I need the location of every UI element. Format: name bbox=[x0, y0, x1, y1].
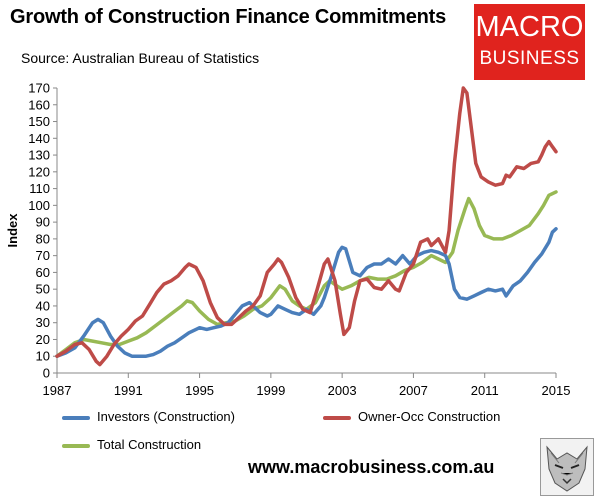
legend-swatch-total bbox=[62, 444, 90, 448]
y-tick-label: 60 bbox=[36, 265, 50, 280]
series-line-investors bbox=[55, 227, 558, 358]
series-line-owner-occ bbox=[55, 86, 558, 367]
y-tick-label: 170 bbox=[28, 81, 50, 96]
logo-line1: MACRO bbox=[475, 11, 584, 43]
x-tick-label: 1995 bbox=[185, 383, 214, 398]
source-note: Source: Australian Bureau of Statistics bbox=[21, 50, 260, 66]
series-line-total bbox=[55, 190, 558, 358]
y-tick-label: 20 bbox=[36, 332, 50, 347]
y-tick-label: 90 bbox=[36, 215, 50, 230]
y-tick-label: 160 bbox=[28, 97, 50, 112]
y-tick-label: 130 bbox=[28, 148, 50, 163]
macrobusiness-logo: MACRO BUSINESS bbox=[474, 4, 585, 80]
wolf-icon bbox=[540, 438, 594, 496]
x-tick-label: 1991 bbox=[114, 383, 143, 398]
y-tick-label: 30 bbox=[36, 315, 50, 330]
y-tick-label: 80 bbox=[36, 231, 50, 246]
x-tick-label: 2011 bbox=[471, 383, 499, 398]
legend-label-total: Total Construction bbox=[97, 437, 202, 452]
y-axis-label: Index bbox=[5, 213, 20, 248]
x-tick-label: 2015 bbox=[542, 383, 571, 398]
logo-line2: BUSINESS bbox=[479, 48, 580, 69]
y-tick-label: 140 bbox=[28, 131, 50, 146]
x-tick-label: 1987 bbox=[43, 383, 72, 398]
y-tick-label: 120 bbox=[28, 164, 50, 179]
y-tick-label: 70 bbox=[36, 248, 50, 263]
legend-label-investors: Investors (Construction) bbox=[97, 409, 235, 424]
legend-label-owner-occ: Owner-Occ Construction bbox=[358, 409, 501, 424]
x-tick-label: 2003 bbox=[328, 383, 357, 398]
y-tick-label: 150 bbox=[28, 114, 50, 129]
y-tick-label: 0 bbox=[43, 366, 50, 381]
footer-url: www.macrobusiness.com.au bbox=[248, 457, 495, 477]
y-tick-label: 110 bbox=[29, 181, 50, 196]
x-tick-label: 2007 bbox=[399, 383, 428, 398]
y-tick-label: 40 bbox=[36, 298, 50, 313]
x-tick-label: 1999 bbox=[256, 383, 285, 398]
chart-title: Growth of Construction Finance Commitmen… bbox=[10, 6, 447, 28]
y-tick-label: 10 bbox=[36, 349, 50, 364]
y-tick-label: 100 bbox=[28, 198, 50, 213]
legend-swatch-owner-occ bbox=[323, 416, 351, 420]
legend-swatch-investors bbox=[62, 416, 90, 420]
y-tick-label: 50 bbox=[36, 282, 50, 297]
